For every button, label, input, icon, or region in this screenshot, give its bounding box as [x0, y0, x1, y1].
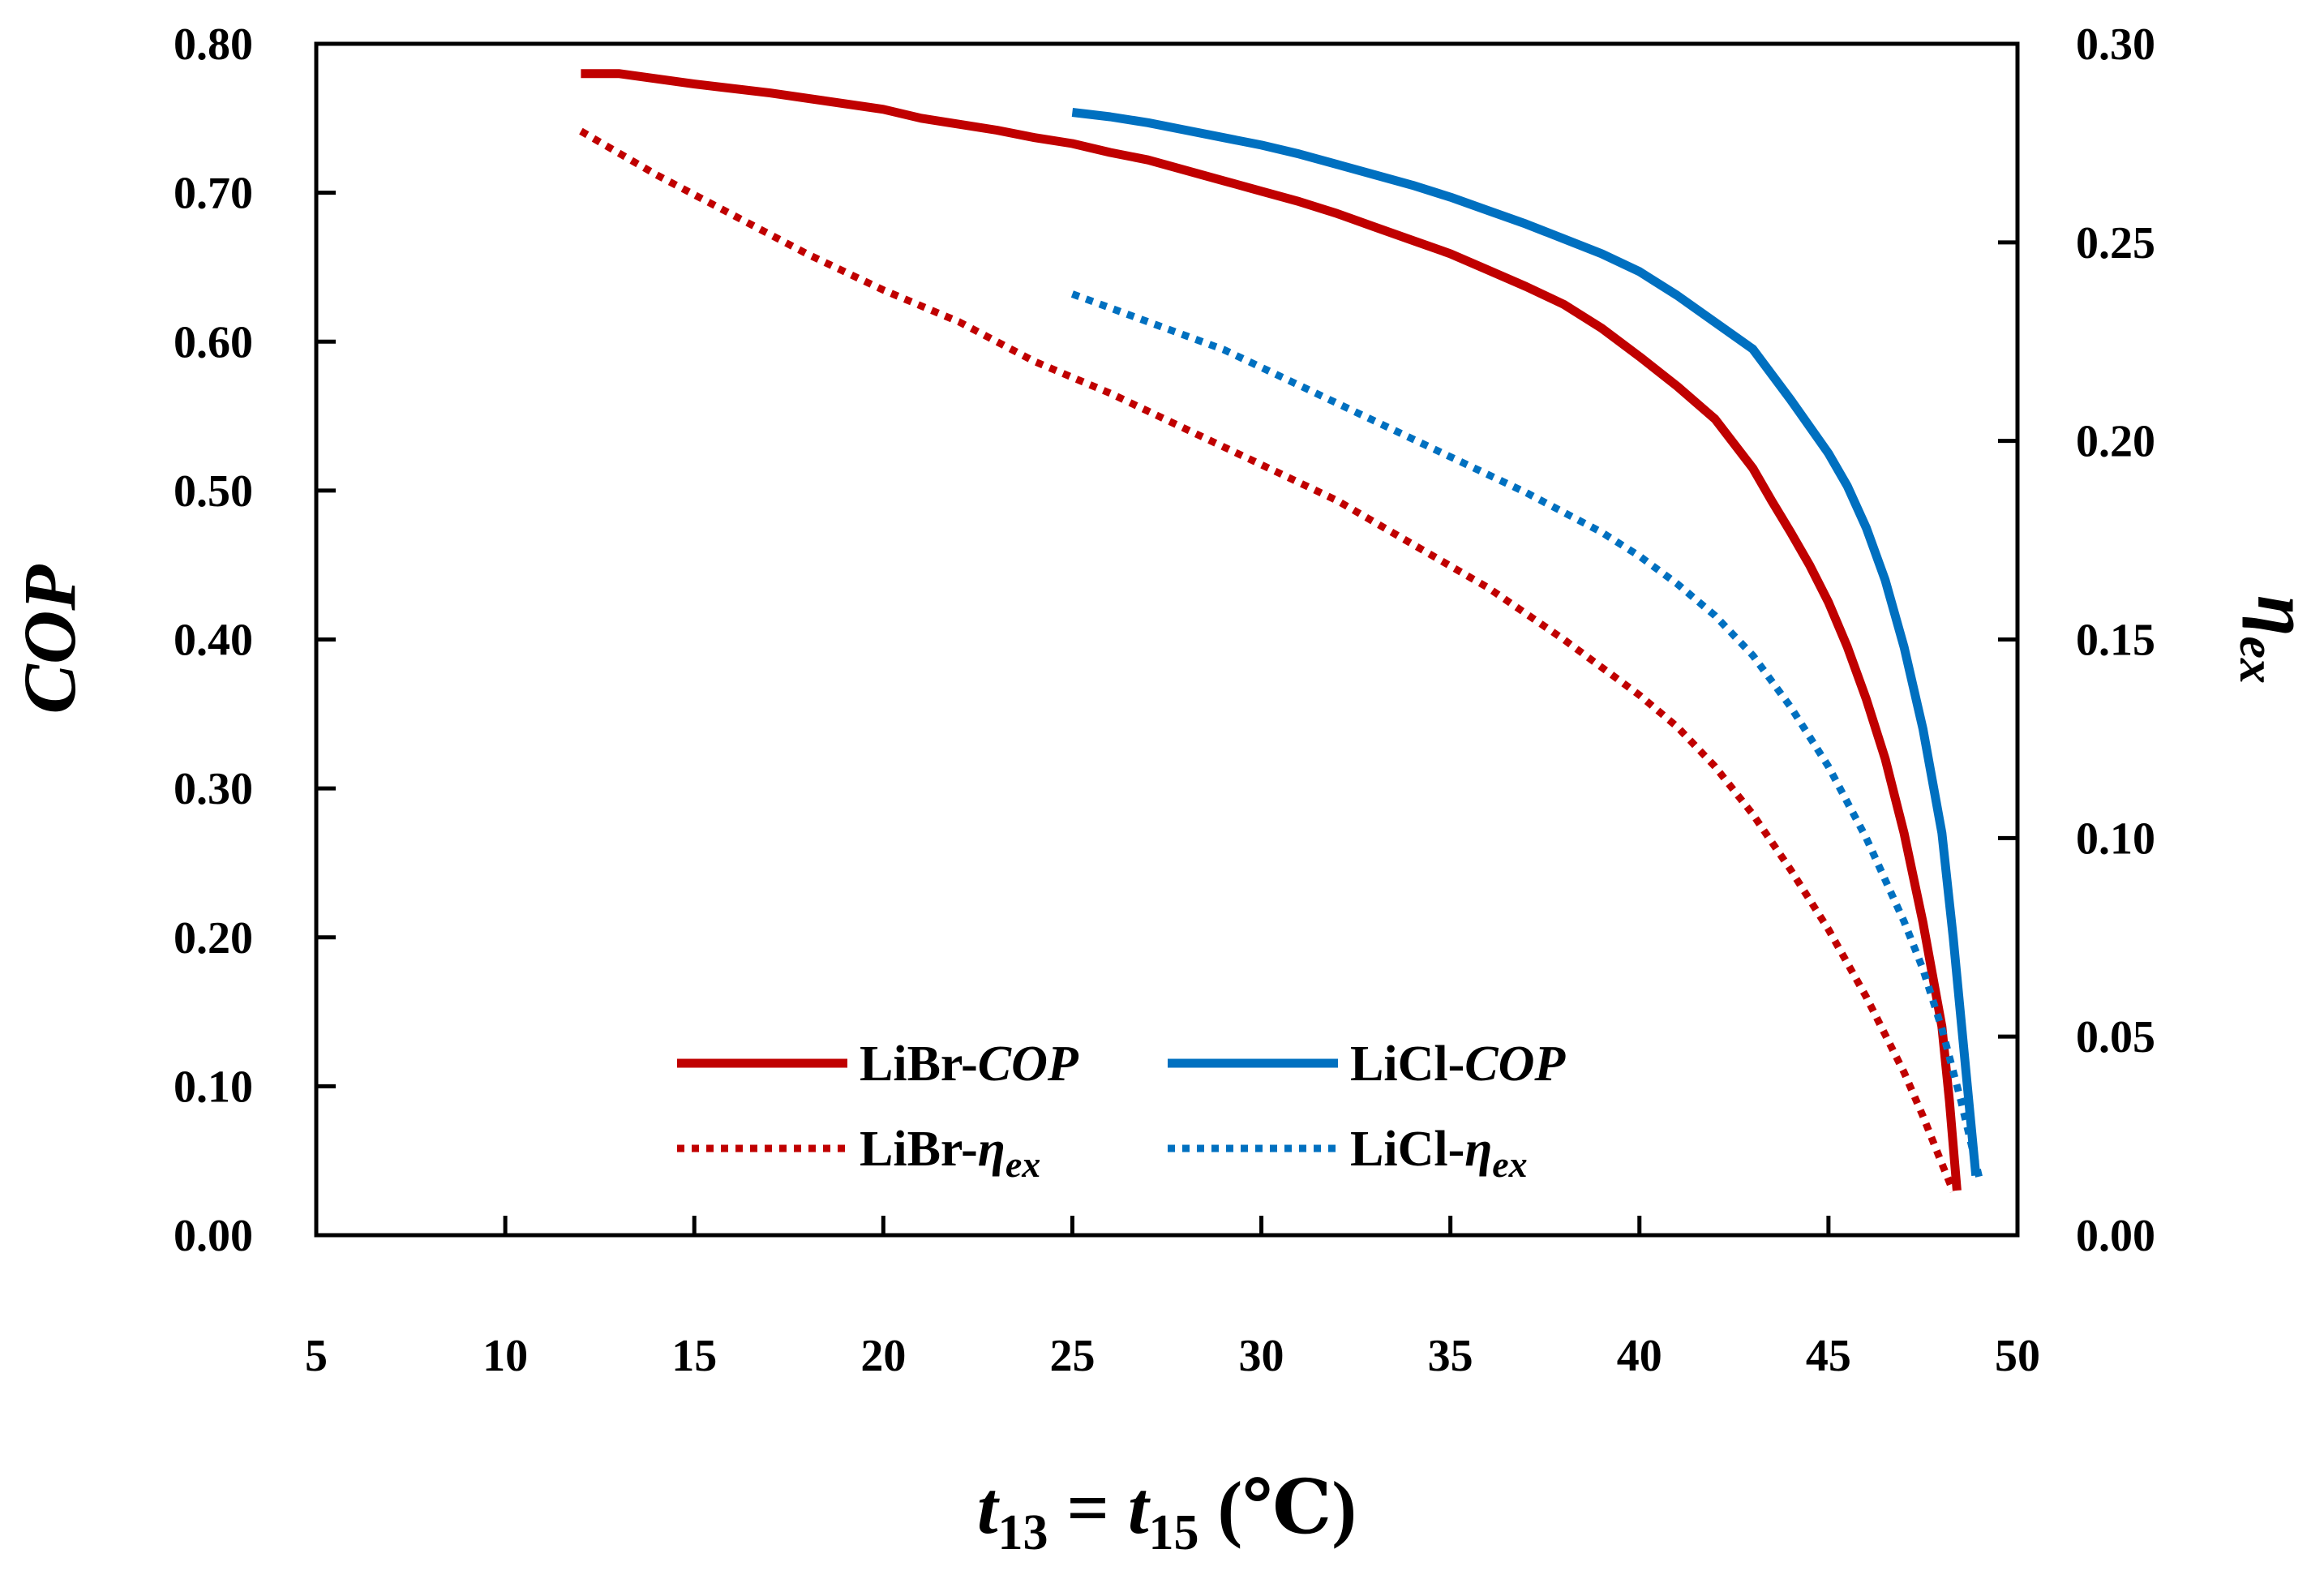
y2-tick-label: 0.05: [2076, 1012, 2155, 1062]
legend-label-var: COP: [1464, 1036, 1566, 1092]
x-axis-title: t13 = t15 (℃): [977, 1466, 1357, 1560]
y-tick-label: 0.10: [174, 1062, 253, 1112]
legend-label-var: COP: [978, 1036, 1079, 1092]
x-tick-label: 20: [860, 1331, 906, 1381]
y2-tick-label: 0.00: [2076, 1211, 2155, 1261]
y2-tick-label: 0.30: [2076, 19, 2155, 70]
y2-axis-title-symbol: η: [2242, 595, 2324, 637]
y2-axis-title-sub: ex: [2229, 636, 2284, 684]
legend-label-name: LiBr-: [860, 1036, 978, 1092]
legend-label: LiBr-COP: [860, 1036, 1079, 1092]
x-tick-label: 25: [1049, 1331, 1095, 1381]
x-axis-title-sub1: 13: [998, 1505, 1048, 1560]
y-axis-title: COP: [8, 564, 91, 715]
x-axis-title-var2: t: [1128, 1466, 1151, 1549]
legend-label-name: LiBr-: [860, 1122, 978, 1177]
legend-label-name: LiCl-: [1350, 1036, 1464, 1092]
x-tick-label: 15: [671, 1331, 717, 1381]
x-tick-label: 50: [1995, 1331, 2040, 1381]
x-tick-label: 40: [1617, 1331, 1662, 1381]
y-tick-label: 0.40: [174, 616, 253, 666]
x-tick-label: 5: [305, 1331, 328, 1381]
x-tick-label: 10: [482, 1331, 528, 1381]
legend-label-var: η: [1464, 1122, 1492, 1177]
x-axis-title-unit: (℃): [1199, 1466, 1357, 1549]
legend-label: LiCl-ηex: [1350, 1122, 1528, 1185]
x-axis-title-eq: =: [1048, 1466, 1128, 1549]
legend-item: LiBr-COP: [677, 1036, 1079, 1092]
y-tick-label: 0.00: [174, 1211, 253, 1261]
legend-label: LiCl-COP: [1350, 1036, 1566, 1092]
legend-item: LiCl-ηex: [1168, 1122, 1528, 1185]
y-axis-right: 0.00 0.05 0.10 0.15 0.20 0.25 0.30: [1998, 19, 2155, 1261]
series-line-librex: [579, 127, 1957, 1193]
y2-tick-label: 0.25: [2076, 218, 2155, 268]
legend-item: LiCl-COP: [1168, 1036, 1566, 1092]
y2-tick-label: 0.10: [2076, 813, 2155, 864]
legend-label-var: η: [978, 1122, 1005, 1177]
x-tick-label: 35: [1428, 1331, 1473, 1381]
x-tick-label: 45: [1806, 1331, 1851, 1381]
legend-label-sub: ex: [1492, 1144, 1527, 1185]
series-layer: [579, 69, 1983, 1193]
series-line-librcop: [581, 69, 1962, 1191]
series-line-liclcop: [1071, 108, 1981, 1177]
y-axis-left: 0.00 0.10 0.20 0.30 0.40 0.50 0.60 0.70 0.80: [174, 19, 336, 1261]
y-tick-label: 0.50: [174, 466, 253, 517]
y-tick-label: 0.30: [174, 764, 253, 814]
x-axis-title-sub2: 15: [1149, 1505, 1199, 1560]
x-axis-title-var1: t: [977, 1466, 1000, 1549]
legend-label: LiBr-ηex: [860, 1122, 1040, 1185]
legend-label-name: LiCl-: [1350, 1122, 1464, 1177]
legend-label-sub: ex: [1005, 1144, 1040, 1185]
legend-item: LiBr-ηex: [677, 1122, 1040, 1185]
series-line-liclex: [1070, 290, 1983, 1181]
y2-axis-title: ηex: [2229, 595, 2324, 684]
y-tick-label: 0.70: [174, 169, 253, 219]
y2-tick-label: 0.15: [2076, 616, 2155, 666]
x-axis: 5 10 15 20 25 30 35 40 45 50: [305, 1216, 2040, 1381]
x-tick-label: 30: [1239, 1331, 1284, 1381]
plot-border: [314, 41, 2020, 1238]
plot-frame: [314, 41, 2020, 1238]
y2-tick-label: 0.20: [2076, 417, 2155, 467]
y-tick-label: 0.20: [174, 913, 253, 963]
y-tick-label: 0.60: [174, 317, 253, 367]
y-tick-label: 0.80: [174, 19, 253, 70]
